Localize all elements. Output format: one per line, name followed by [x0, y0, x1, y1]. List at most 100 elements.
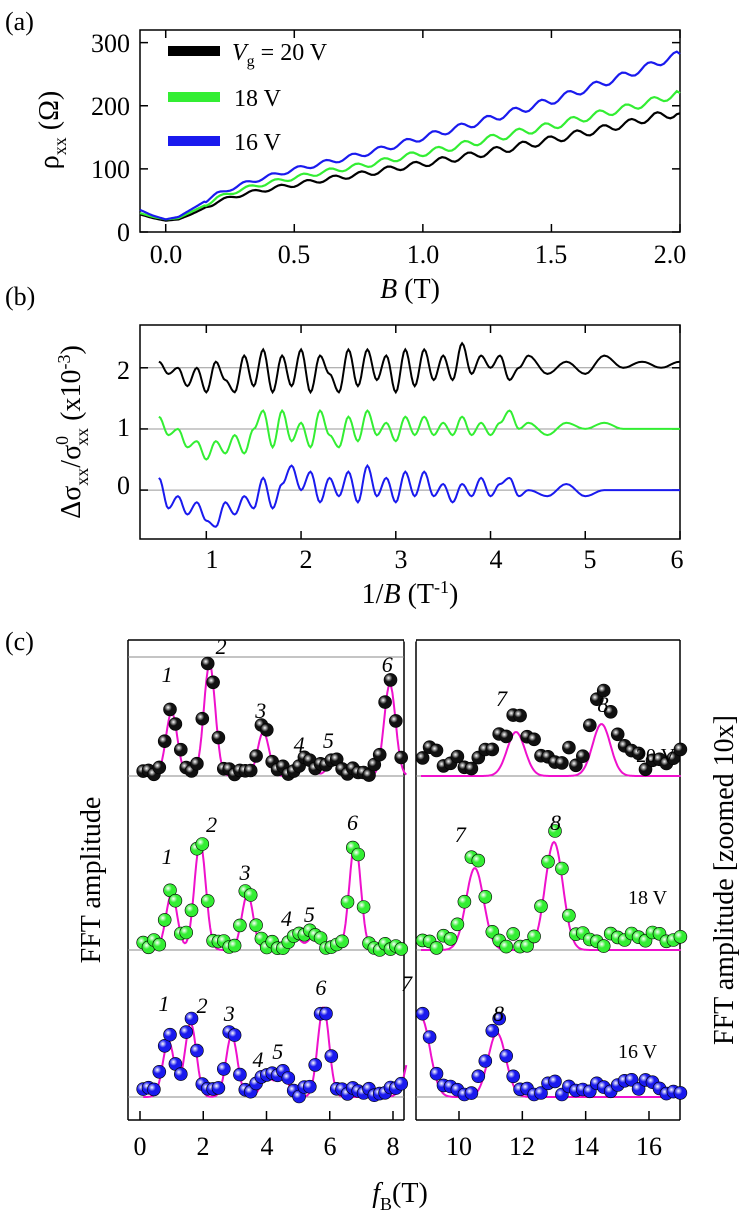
c-volt-label-20v: 20 V [636, 745, 676, 767]
c-peak-label-2-3: 4 [253, 1047, 264, 1072]
c-point-1-70 [562, 908, 576, 923]
c-point-2-58 [478, 1054, 493, 1068]
panel-c-series [136, 656, 688, 1104]
c-peak-label-2-4: 5 [272, 1039, 283, 1064]
c-point-1-62 [506, 927, 521, 941]
c-point-0-7 [174, 742, 188, 757]
c-point-2-59 [485, 1023, 500, 1038]
c-point-1-6 [168, 893, 183, 908]
c-point-2-7 [174, 1067, 188, 1081]
b-xtick-3: 4 [490, 545, 503, 574]
c-point-0-71 [569, 758, 583, 773]
c-point-1-67 [541, 854, 555, 869]
c-point-0-86 [673, 742, 688, 757]
c-point-0-45 [378, 695, 392, 709]
panel-c-frame [127, 638, 681, 1121]
panel-a-label: (a) [5, 7, 34, 36]
c-point-1-18 [233, 918, 247, 933]
c-peak-label-1-5: 6 [347, 810, 358, 835]
c-point-0-61 [499, 729, 514, 744]
c-point-2-10 [190, 1043, 204, 1058]
c-point-2-48 [394, 1076, 409, 1091]
c-point-0-44 [372, 747, 387, 762]
legend-label-16v: 16 V [234, 130, 282, 156]
c-point-1-21 [249, 918, 263, 933]
a-legend: Vg = 20 V 18 V 16 V [168, 40, 328, 156]
b-ylabel: Δσxx/σ0xx (x10-3) [52, 345, 92, 519]
c-point-0-23 [259, 722, 274, 737]
c-point-2-49 [415, 1006, 430, 1021]
panel-b-frame [139, 324, 681, 540]
c-point-2-50 [422, 1030, 437, 1044]
b-xtick-4: 5 [584, 545, 597, 574]
c-point-2-27 [281, 1071, 296, 1085]
c-point-1-4 [157, 913, 172, 927]
c-xtick-3: 6 [324, 1132, 337, 1161]
c-point-1-37 [335, 934, 349, 949]
a-ytick-3: 300 [91, 29, 130, 58]
legend-swatch-18v [168, 92, 220, 102]
c-point-2-61 [499, 1049, 514, 1063]
c-peak-label-2-2: 3 [223, 1001, 235, 1026]
c-point-2-60 [492, 1011, 507, 1026]
c-peak-label-2-6: 7 [401, 971, 413, 996]
panel-c-ticks [139, 1111, 650, 1120]
c-point-1-9 [184, 903, 199, 918]
c-point-0-11 [195, 711, 210, 726]
c-point-0-80 [631, 746, 646, 761]
legend-label-18v: 18 V [234, 86, 282, 112]
a-xtick-4: 2.0 [654, 240, 687, 269]
c-point-1-64 [520, 938, 534, 953]
c-point-2-79 [624, 1073, 639, 1087]
c-point-0-3 [152, 760, 167, 775]
c-xtick-1: 2 [197, 1132, 210, 1161]
c-peak-label-1-1: 2 [206, 812, 217, 837]
a-xtick-0: 0.0 [150, 240, 183, 269]
c-volt-label-16v: 16 V [618, 1041, 658, 1063]
c-fit-curve-1-1 [421, 840, 681, 951]
legend-swatch-20v [168, 46, 220, 56]
c-point-0-51 [429, 743, 444, 758]
c-peak-label-2-5: 6 [315, 975, 326, 1000]
a-xtick-1: 0.5 [278, 240, 311, 269]
c-peak-label-2-0: 1 [159, 991, 170, 1016]
b-ytick-0: 0 [117, 471, 130, 500]
c-point-1-11 [195, 837, 210, 851]
legend-swatch-16v [168, 136, 220, 146]
c-point-0-69 [555, 756, 569, 770]
c-point-2-62 [506, 1069, 521, 1084]
c-point-0-14 [211, 730, 226, 745]
c-point-2-31 [302, 1079, 317, 1094]
c-point-0-70 [562, 740, 576, 755]
a-ytick-0: 0 [117, 218, 130, 247]
c-point-2-86 [673, 1086, 688, 1100]
panel-b-ticks [140, 325, 681, 539]
b-xtick-1: 2 [300, 545, 313, 574]
a-ylabel: ρxx (Ω) [34, 91, 70, 169]
c-peak-label-0-3: 4 [294, 732, 305, 757]
c-fit-curve-0-1 [421, 723, 681, 777]
c-point-2-18 [233, 1067, 247, 1082]
c-point-0-75 [596, 683, 611, 698]
c-point-1-12 [200, 894, 215, 908]
c-point-2-15 [217, 1062, 231, 1076]
a-xlabel: B (T) [380, 274, 440, 305]
a-ytick-2: 200 [91, 92, 130, 121]
c-point-2-35 [324, 1049, 339, 1063]
c-point-2-66 [534, 1086, 548, 1100]
c-peak-label-1-6: 7 [455, 822, 467, 847]
c-peak-label-1-3: 4 [281, 906, 292, 931]
c-point-0-12 [200, 656, 215, 671]
a-ytick-1: 100 [91, 155, 130, 184]
c-peak-label-0-0: 1 [162, 662, 173, 687]
c-peak-label-0-4: 5 [323, 728, 334, 753]
c-point-0-13 [206, 675, 220, 690]
c-peak-label-2-7: 8 [493, 1001, 504, 1026]
c-xtick-0: 0 [134, 1132, 147, 1161]
c-point-1-61 [499, 939, 514, 954]
c-peak-label-1-2: 3 [239, 860, 251, 885]
c-peak-label-1-4: 5 [304, 902, 315, 927]
c-point-0-59 [485, 742, 500, 757]
b-xlabel: 1/B (T-1) [362, 577, 459, 610]
c-ylabel-left: FFT amplitude [76, 797, 107, 964]
